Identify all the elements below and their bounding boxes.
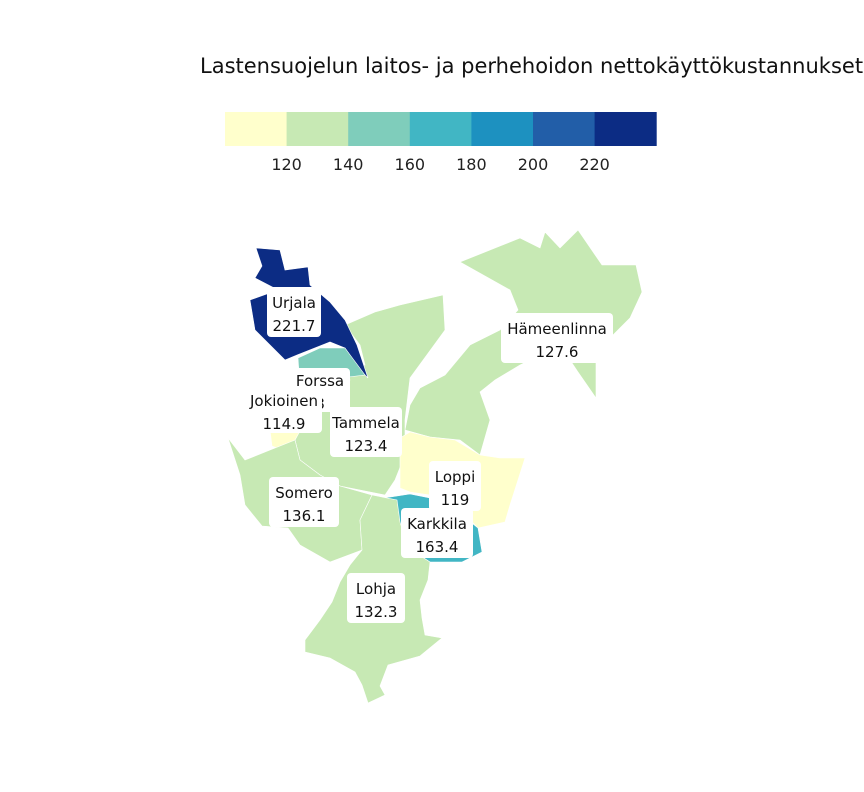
region-value: 221.7 bbox=[273, 317, 316, 335]
legend-swatch bbox=[409, 112, 472, 146]
region-name: Loppi bbox=[435, 468, 475, 486]
label-background bbox=[269, 477, 339, 527]
region-label-hameenlinna: Hämeenlinna 127.6 bbox=[501, 313, 613, 363]
legend-tick-label: 140 bbox=[333, 155, 364, 174]
labels-layer: Urjala221.7Hämeenlinna127.6Forssa8Jokioi… bbox=[246, 287, 613, 623]
region-value: 119 bbox=[441, 491, 470, 509]
region-name: Karkkila bbox=[407, 515, 467, 533]
region-label-loppi: Loppi 119 bbox=[429, 461, 481, 511]
label-background bbox=[347, 573, 405, 623]
label-background bbox=[246, 387, 322, 433]
legend-tick-label: 220 bbox=[579, 155, 610, 174]
region-value: 136.1 bbox=[283, 507, 326, 525]
legend-swatch bbox=[471, 112, 534, 146]
region-value: 123.4 bbox=[345, 437, 388, 455]
region-name: Hämeenlinna bbox=[507, 320, 607, 338]
label-background bbox=[501, 313, 613, 363]
region-label-urjala: Urjala 221.7 bbox=[267, 287, 321, 337]
label-background bbox=[330, 407, 402, 457]
label-background bbox=[267, 287, 321, 337]
legend-tick-label: 200 bbox=[518, 155, 549, 174]
map-title: Lastensuojelun laitos- ja perhehoidon ne… bbox=[200, 54, 864, 78]
region-name: Somero bbox=[275, 484, 333, 502]
region-value: 127.6 bbox=[536, 343, 579, 361]
legend-swatch bbox=[286, 112, 349, 146]
legend: 120 140 160 180 200 220 bbox=[225, 112, 657, 174]
region-name: Urjala bbox=[272, 294, 316, 312]
region-name: Jokioinen bbox=[249, 392, 318, 410]
region-label-karkkila: Karkkila 163.4 bbox=[401, 508, 473, 558]
legend-tick-label: 160 bbox=[395, 155, 426, 174]
region-value: 114.9 bbox=[263, 415, 306, 433]
label-background bbox=[401, 508, 473, 558]
region-name: Lohja bbox=[356, 580, 396, 598]
region-label-somero: Somero 136.1 bbox=[269, 477, 339, 527]
region-name: Forssa bbox=[296, 372, 344, 390]
region-label-jokioinen: Jokioinen 114.9 bbox=[246, 387, 322, 433]
legend-swatch bbox=[594, 112, 657, 146]
legend-swatch bbox=[533, 112, 596, 146]
legend-swatch bbox=[225, 112, 288, 146]
region-value: 163.4 bbox=[416, 538, 459, 556]
region-name: Tammela bbox=[331, 414, 400, 432]
label-background bbox=[429, 461, 481, 511]
legend-tick-label: 180 bbox=[456, 155, 487, 174]
legend-tick-label: 120 bbox=[271, 155, 302, 174]
region-label-tammela: Tammela 123.4 bbox=[330, 407, 402, 457]
region-value: 132.3 bbox=[355, 603, 398, 621]
legend-swatch bbox=[348, 112, 411, 146]
region-label-lohja: Lohja 132.3 bbox=[347, 573, 405, 623]
